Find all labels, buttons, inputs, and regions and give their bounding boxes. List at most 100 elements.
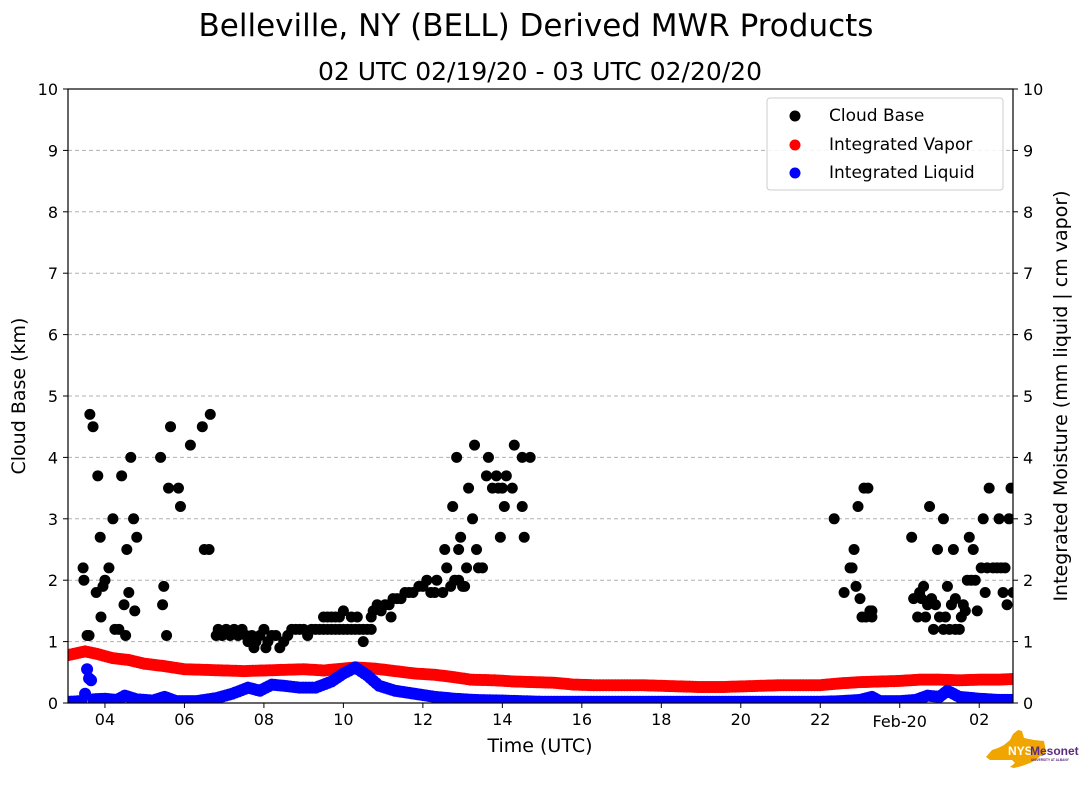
cloud-base-point [494, 531, 506, 543]
y-tick-label-left: 5 [48, 387, 58, 406]
legend: Cloud Base Integrated Vapor Integrated L… [766, 97, 1004, 191]
cloud-base-point [439, 544, 451, 555]
cloud-base-point [838, 586, 850, 598]
cloud-base-point [455, 531, 467, 543]
chart-subtitle: 02 UTC 02/19/20 - 03 UTC 02/20/20 [318, 57, 762, 86]
cloud-base-point [441, 562, 453, 574]
cloud-base-point [429, 586, 441, 598]
legend-marker-integrated-vapor [789, 139, 801, 151]
cloud-base-point [947, 544, 959, 555]
cloud-base-point [453, 544, 465, 555]
x-tick-label: 20 [731, 710, 751, 729]
cloud-base-point [993, 513, 1005, 525]
cloud-base-point [846, 562, 858, 574]
cloud-base-point [270, 629, 282, 641]
x-tick-label: 02 [969, 710, 989, 729]
cloud-base-point [1001, 599, 1013, 611]
cloud-base-point [437, 586, 449, 598]
x-tick-label: Feb-20 [873, 712, 927, 731]
x-tick-label: 12 [413, 710, 433, 729]
cloud-base-point [161, 629, 173, 641]
cloud-base-point [459, 580, 471, 592]
cloud-base-point [172, 482, 184, 494]
liquid-point [81, 663, 94, 676]
cloud-base-point [84, 408, 96, 420]
cloud-base-point [854, 593, 866, 605]
cloud-base-point [469, 439, 481, 451]
cloud-base-point [337, 605, 349, 617]
x-axis: 04 06 08 10 12 14 16 18 20 22 Feb-20 02 [95, 703, 989, 731]
logo-nys-text: NYS [1008, 744, 1033, 758]
cloud-base-point [461, 562, 473, 574]
cloud-base-point [918, 580, 930, 592]
cloud-base-point [125, 451, 137, 463]
cloud-base-point [850, 580, 862, 592]
y-tick-label-right: 9 [1023, 141, 1033, 160]
y-tick-label-right: 0 [1023, 694, 1033, 713]
cloud-base-point [482, 451, 494, 463]
x-tick-label: 10 [333, 710, 353, 729]
cloud-base-point [518, 531, 530, 543]
y-tick-label-left: 2 [48, 571, 58, 590]
cloud-base-point [977, 513, 989, 525]
cloud-base-point [516, 501, 528, 513]
cloud-base-point [967, 544, 979, 555]
cloud-base-point [924, 501, 936, 513]
cloud-base-point [941, 580, 953, 592]
cloud-base-point [516, 451, 528, 463]
cloud-base-point [906, 531, 918, 543]
legend-label-integrated-liquid: Integrated Liquid [829, 163, 975, 183]
cloud-base-point [999, 562, 1011, 574]
new-york-state-shape-icon [986, 730, 1046, 768]
y-tick-label-right: 5 [1023, 387, 1033, 406]
cloud-base-point [204, 408, 216, 420]
cloud-base-point [421, 574, 433, 586]
cloud-base-point [174, 501, 186, 513]
y-axis-right: 0 1 2 3 4 5 6 7 8 9 10 [1013, 80, 1043, 713]
y-tick-label-right: 6 [1023, 326, 1033, 345]
cloud-base-point [94, 531, 106, 543]
cloud-base-point [490, 470, 502, 482]
liquid-point [85, 674, 98, 687]
liquid-point [1007, 693, 1013, 703]
cloud-base-point [129, 605, 141, 617]
cloud-base-point [930, 599, 942, 611]
cloud-base-point [163, 482, 175, 494]
cloud-base-point [131, 531, 143, 543]
series-integrated-vapor [68, 645, 1013, 694]
y-tick-label-right: 8 [1023, 203, 1033, 222]
legend-label-cloud-base: Cloud Base [829, 106, 924, 126]
cloud-base-point [828, 513, 840, 525]
cloud-base-point [184, 439, 196, 451]
cloud-base-point [103, 562, 115, 574]
cloud-base-point [866, 611, 878, 623]
y-tick-label-left: 4 [48, 448, 58, 467]
cloud-base-point [848, 544, 860, 555]
cloud-base-point [920, 611, 932, 623]
y-tick-label-right: 1 [1023, 633, 1033, 652]
y-tick-label-left: 0 [48, 694, 58, 713]
y-tick-label-left: 6 [48, 326, 58, 345]
chart-title: Belleville, NY (BELL) Derived MWR Produc… [199, 8, 874, 44]
y-tick-label-right: 10 [1023, 80, 1043, 99]
cloud-base-point [351, 611, 363, 623]
cloud-base-point [158, 580, 170, 592]
y-tick-label-right: 3 [1023, 510, 1033, 529]
x-tick-label: 08 [254, 710, 274, 729]
legend-marker-cloud-base [789, 110, 801, 122]
legend-marker-integrated-liquid [789, 167, 801, 179]
cloud-base-point [524, 451, 536, 463]
cloud-base-point [508, 439, 520, 451]
cloud-base-point [99, 574, 111, 586]
cloud-base-point [498, 501, 510, 513]
cloud-base-point [937, 513, 949, 525]
cloud-base-point [92, 470, 104, 482]
y-tick-label-left: 7 [48, 264, 58, 283]
x-axis-label: Time (UTC) [486, 735, 592, 757]
cloud-base-point [949, 593, 961, 605]
cloud-base-point [852, 501, 864, 513]
cloud-base-point [118, 599, 130, 611]
y-axis-left: 0 1 2 3 4 5 6 7 8 9 10 [38, 80, 68, 713]
cloud-base-point [157, 599, 169, 611]
y-tick-label-left: 8 [48, 203, 58, 222]
